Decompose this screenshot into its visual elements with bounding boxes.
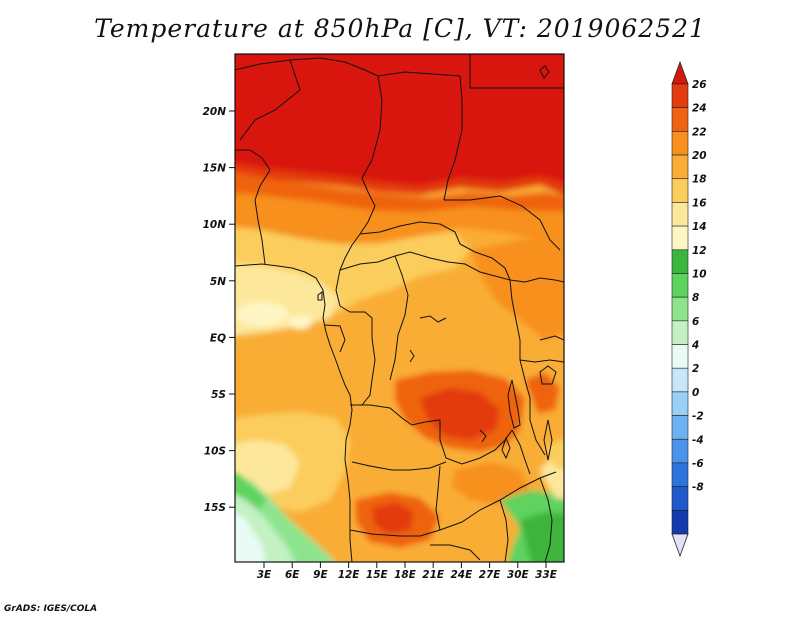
colorbar-label: -8 [692,482,704,494]
lon-tick-label: 3E [257,569,272,581]
colorbar-label: 4 [691,340,699,352]
colorbar-label: 2 [692,363,699,375]
lon-tick-label: 21E [422,569,445,581]
temperature-field [235,54,564,562]
lon-tick-label: 15E [366,569,389,581]
colorbar-swatch [671,249,689,274]
colorbar-swatch [671,510,689,535]
latitude-axis: 20N 15N 10N 5N EQ 5S 10S 15S [203,106,235,514]
colorbar-swatch [671,178,689,203]
colorbar-label: 6 [692,316,699,328]
colorbar-under-triangle [671,533,689,558]
colorbar-swatch [671,367,689,393]
colorbar-label: 16 [692,197,707,209]
lat-tick-label: 5N [210,276,226,288]
colorbar-label: -6 [692,458,704,470]
colorbar-label: -4 [692,434,704,446]
lon-tick-label: 33E [535,569,558,581]
lat-tick-label: 15N [203,163,227,175]
lon-tick-label: 9E [313,569,328,581]
lon-tick-label: 30E [507,569,530,581]
colorbar-label: 22 [692,126,707,138]
colorbar-label: 12 [692,245,707,257]
colorbar-swatch [671,320,689,345]
colorbar-label: 14 [692,221,707,233]
colorbar-label: -2 [692,411,704,423]
colorbar-swatch [671,415,689,440]
colorbar-label: 0 [692,387,699,399]
lon-tick-label: 27E [479,569,502,581]
colorbar-swatch [671,131,689,156]
colorbar-label: 10 [692,268,707,280]
colorbar-swatch [671,391,689,416]
colorbar-swatch [671,296,689,322]
lon-tick-label: 6E [285,569,300,581]
lon-tick-label: 18E [394,569,417,581]
colorbar-label: 26 [692,79,707,91]
lat-tick-label: 10N [203,219,227,231]
lon-tick-label: 12E [338,569,361,581]
country-borders [235,54,564,562]
footer-credit: GrADS: IGES/COLA [4,604,98,614]
colorbar-label: 24 [692,103,707,115]
lat-tick-label: EQ [210,332,226,344]
colorbar-swatch [671,107,689,132]
colorbar-swatch [671,486,689,511]
lat-tick-label: 15S [204,502,226,514]
longitude-axis: 3E 6E 9E 12E 15E 18E 21E 24E 27E 30E 33E [257,562,558,581]
map-frame [234,53,565,563]
chart-title: Temperature at 850hPa [C], VT: 201906252… [94,14,706,43]
colorbar-over-triangle [671,60,689,85]
lat-tick-label: 10S [204,446,226,458]
colorbar-swatch [671,154,689,180]
colorbar-swatch [671,225,689,251]
colorbar-swatch [671,83,689,108]
lat-tick-label: 5S [211,389,226,401]
lon-tick-label: 24E [451,569,474,581]
colorbar-swatch [671,202,689,227]
colorbar-label: 18 [692,174,707,186]
lat-tick-label: 20N [203,106,227,118]
colorbar-swatch [671,273,689,298]
colorbar-swatch [671,344,689,369]
colorbar-swatch [671,462,689,487]
colorbar-swatch [671,438,689,464]
colorbar-label: 8 [692,292,699,304]
colorbar-label: 20 [692,150,707,162]
